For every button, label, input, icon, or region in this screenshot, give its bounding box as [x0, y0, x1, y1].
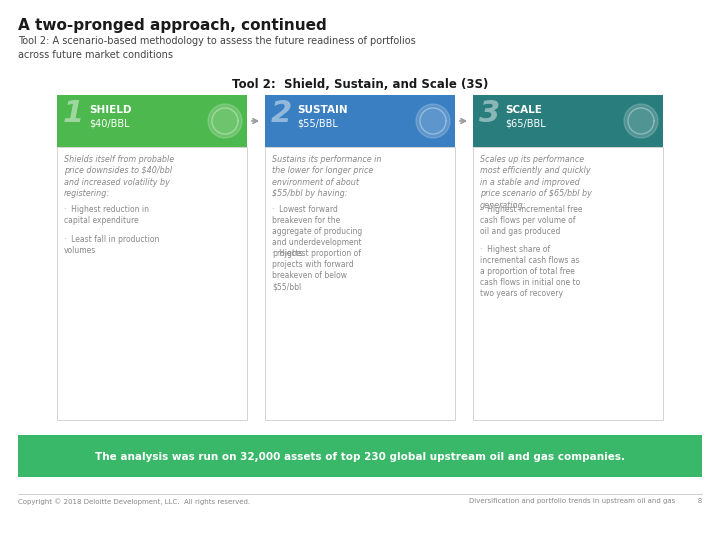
Bar [265, 95, 455, 147]
Text: Copyright © 2018 Deloitte Development, LLC.  All rights reserved.: Copyright © 2018 Deloitte Development, L… [18, 498, 250, 505]
Text: $55/BBL: $55/BBL [297, 118, 338, 128]
Text: SHIELD: SHIELD [89, 105, 132, 115]
Bar [57, 95, 247, 147]
Text: 2: 2 [271, 99, 292, 128]
Text: ·  Highest incremental free
cash flows per volume of
oil and gas produced: · Highest incremental free cash flows pe… [480, 205, 582, 236]
Text: SCALE: SCALE [505, 105, 542, 115]
Text: SUSTAIN: SUSTAIN [297, 105, 348, 115]
Circle shape [416, 104, 450, 138]
Bar [473, 95, 663, 147]
Text: $40/BBL: $40/BBL [89, 118, 130, 128]
Bar [473, 147, 663, 420]
Circle shape [208, 104, 242, 138]
Text: ·  Lowest forward
breakeven for the
aggregate of producing
and underdevelopment
: · Lowest forward breakeven for the aggre… [272, 205, 362, 259]
Text: $65/BBL: $65/BBL [505, 118, 546, 128]
Text: Sustains its performance in
the lower for longer price
environment of about
$55/: Sustains its performance in the lower fo… [272, 155, 382, 198]
Text: The analysis was run on 32,000 assets of top 230 global upstream oil and gas com: The analysis was run on 32,000 assets of… [95, 452, 625, 462]
Text: 3: 3 [479, 99, 500, 128]
Text: A two-pronged approach, continued: A two-pronged approach, continued [18, 18, 327, 33]
Text: Tool 2: A scenario-based methodology to assess the future readiness of portfolio: Tool 2: A scenario-based methodology to … [18, 36, 415, 60]
Bar [265, 147, 455, 420]
Text: Scales up its performance
most efficiently and quickly
in a stable and improved
: Scales up its performance most efficient… [480, 155, 592, 210]
Bar [57, 147, 247, 420]
Text: Shields itself from probable
price downsides to $40/bbl
and increased volatility: Shields itself from probable price downs… [64, 155, 174, 198]
Text: 1: 1 [63, 99, 84, 128]
Text: ·  Highest proportion of
projects with forward
breakeven of below
$55/bbl: · Highest proportion of projects with fo… [272, 249, 361, 291]
Text: ·  Highest reduction in
capital expenditure: · Highest reduction in capital expenditu… [64, 205, 149, 225]
Text: Tool 2:  Shield, Sustain, and Scale (3S): Tool 2: Shield, Sustain, and Scale (3S) [232, 78, 488, 91]
Text: ·  Least fall in production
volumes: · Least fall in production volumes [64, 235, 159, 255]
Bar [18, 435, 702, 477]
Text: ·  Highest share of
incremental cash flows as
a proportion of total free
cash fl: · Highest share of incremental cash flow… [480, 245, 580, 299]
Text: Diversification and portfolio trends in upstream oil and gas          8: Diversification and portfolio trends in … [469, 498, 702, 504]
Circle shape [624, 104, 658, 138]
